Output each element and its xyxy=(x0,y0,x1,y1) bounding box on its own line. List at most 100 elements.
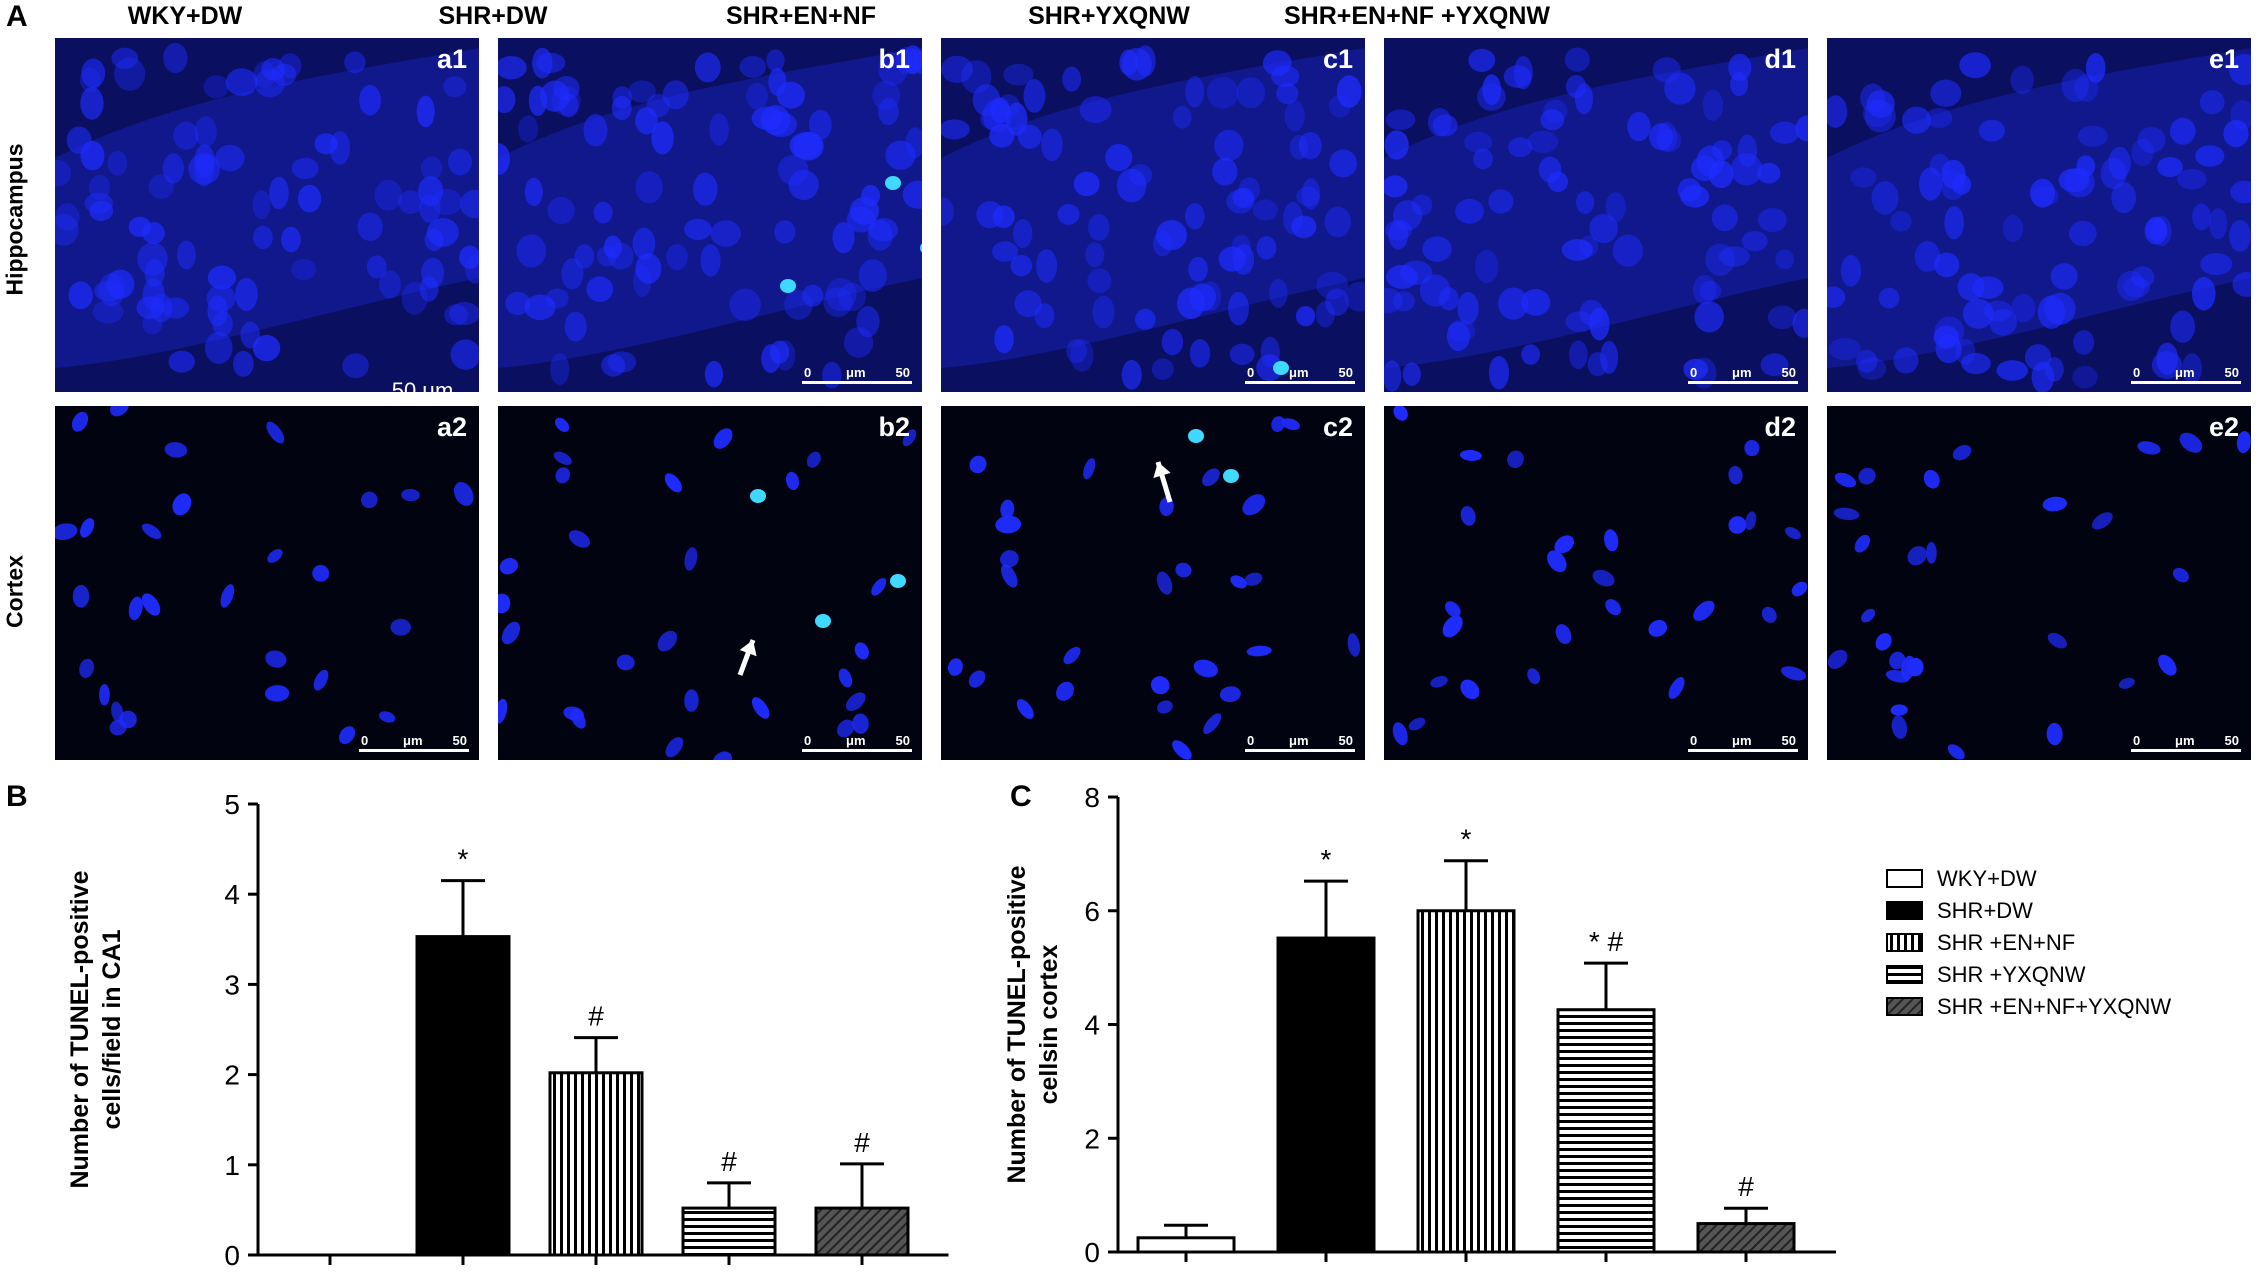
legend-label-shr-en-nf: SHR +EN+NF xyxy=(1937,930,2075,955)
arrow-icon xyxy=(1153,461,1173,503)
legend-label-shr-yxqnw: SHR +YXQNW xyxy=(1937,962,2086,987)
significance-marker: # xyxy=(1738,1171,1754,1202)
sub-label-d2: d2 xyxy=(1764,412,1796,442)
micrograph-d1-image xyxy=(1384,47,1808,392)
scale-tick-50: 50 xyxy=(895,365,910,380)
legend-label-shr-dw: SHR+DW xyxy=(1937,898,2033,923)
scale-tick-50: 50 xyxy=(452,733,467,748)
scale-tick-unit: μm xyxy=(1289,365,1309,380)
scale-tick-0: 0 xyxy=(1247,733,1255,748)
y-tick-label: 4 xyxy=(224,879,240,910)
tunel-positive-cell xyxy=(890,574,906,588)
micrograph-a1-image xyxy=(55,42,479,379)
scale-tick-0: 0 xyxy=(1247,365,1255,380)
micrograph-b2-image xyxy=(498,417,917,760)
bar xyxy=(1556,1008,1656,1254)
sub-label-d1: d1 xyxy=(1764,44,1796,74)
tunel-positive-cell xyxy=(920,243,922,253)
sub-label-b2: b2 xyxy=(878,412,910,442)
micrograph-d2: d2 0 μm 50 xyxy=(1384,406,1808,760)
scale-bar: 0 μm 50 xyxy=(359,730,469,752)
scale-bar: 0 μm 50 xyxy=(1688,730,1798,752)
tunel-positive-cell xyxy=(1223,469,1239,483)
tunel-positive-cell xyxy=(885,176,901,190)
scale-bar: 0 μm 50 xyxy=(1245,730,1355,752)
column-title-shr-yxqnw: SHR+YXQNW xyxy=(1028,2,1190,30)
micrograph-e2-image xyxy=(1827,431,2251,760)
micrograph-a2: a2 0 μm 50 xyxy=(55,406,479,760)
scale-tick-unit: μm xyxy=(1732,733,1752,748)
scale-tick-0: 0 xyxy=(361,733,369,748)
scale-tick-0: 0 xyxy=(2133,365,2141,380)
scale-tick-unit: μm xyxy=(1732,365,1752,380)
bar xyxy=(415,935,511,1257)
scale-tick-0: 0 xyxy=(804,365,812,380)
micrograph-e1-image xyxy=(1827,48,2251,392)
scale-tick-50: 50 xyxy=(2224,733,2239,748)
scale-bar: 0 μm 50 xyxy=(1688,362,1798,384)
y-tick-label: 4 xyxy=(1084,1010,1100,1041)
bar xyxy=(1696,1222,1796,1254)
bar xyxy=(1136,1236,1236,1254)
sub-label-e1: e1 xyxy=(2208,44,2239,74)
tunel-positive-cell xyxy=(1188,429,1204,443)
significance-marker: * xyxy=(1321,844,1332,875)
micrograph-a2-image xyxy=(55,406,474,745)
legend: WKY+DW SHR+DW SHR +EN+NF SHR +YXQNW SHR … xyxy=(1886,866,2171,1019)
y-tick-label: 1 xyxy=(224,1150,240,1181)
scale-tick-50: 50 xyxy=(2224,365,2239,380)
scale-bar-main-label: 50 μm xyxy=(391,378,454,392)
column-title-shr-dw: SHR+DW xyxy=(438,2,548,30)
micrograph-c1: c1 0 μm 50 xyxy=(941,38,1365,392)
scale-tick-50: 50 xyxy=(1338,365,1353,380)
bar xyxy=(681,1206,777,1257)
legend-swatch-shr-yxqnw xyxy=(1886,965,1923,984)
micrograph-d2-image xyxy=(1392,406,1808,746)
scale-tick-50: 50 xyxy=(1781,733,1796,748)
y-tick-label: 2 xyxy=(1084,1123,1100,1154)
micrograph-c1-image xyxy=(941,45,1365,390)
y-tick-label: 6 xyxy=(1084,896,1100,927)
micrograph-a1: a1 50 μm xyxy=(55,38,479,392)
significance-marker: # xyxy=(721,1146,737,1177)
sub-label-b1: b1 xyxy=(878,44,910,74)
panel-letter-c: C xyxy=(1010,780,1032,813)
scale-bar: 0 μm 50 xyxy=(1245,362,1355,384)
micrograph-c2-image xyxy=(948,416,1361,760)
sub-label-c1: c1 xyxy=(1322,44,1353,74)
legend-swatch-shr-en-nf-yxqnw xyxy=(1886,997,1923,1016)
significance-marker: * # xyxy=(1589,926,1624,957)
micrograph-b1-image xyxy=(498,45,922,389)
y-tick-label: 0 xyxy=(224,1240,240,1271)
scale-tick-50: 50 xyxy=(1781,365,1796,380)
significance-marker: # xyxy=(854,1127,870,1158)
scale-tick-0: 0 xyxy=(2133,733,2141,748)
sub-label-e2: e2 xyxy=(2208,412,2239,442)
scale-tick-0: 0 xyxy=(1690,733,1698,748)
panel-letter-a: A xyxy=(6,0,28,33)
micrograph-b1: b1 0 μm 50 xyxy=(498,38,922,392)
scale-tick-50: 50 xyxy=(1338,733,1353,748)
micrograph-d1: d1 0 μm 50 xyxy=(1384,38,1808,392)
y-axis-label: Number of TUNEL-positive cells/field in C… xyxy=(66,870,126,1188)
scale-bar-main: 50 μm xyxy=(365,378,479,392)
tunel-positive-cell xyxy=(1273,361,1289,375)
micrograph-e2: e2 0 μm 50 xyxy=(1827,406,2251,760)
column-title-wky-dw: WKY+DW xyxy=(127,2,243,30)
bar xyxy=(814,1206,910,1257)
sub-label-a2: a2 xyxy=(436,412,467,442)
chart-c: 0 2 4 6 8 Number of TUNEL-positive cellsin cor… xyxy=(1003,782,1836,1268)
column-title-shr-en-nf-yxqnw: SHR+EN+NF +YXQNW xyxy=(1283,2,1551,30)
scale-tick-unit: μm xyxy=(2175,733,2195,748)
scale-tick-unit: μm xyxy=(1289,733,1309,748)
significance-marker: * xyxy=(1461,824,1472,855)
scale-tick-0: 0 xyxy=(1690,365,1698,380)
legend-swatch-wky-dw xyxy=(1886,869,1923,888)
scale-bar: 0 μm 50 xyxy=(802,362,912,384)
significance-marker: * xyxy=(458,844,469,875)
micrograph-e1: e1 0 μm 50 xyxy=(1827,38,2251,392)
scale-tick-50: 50 xyxy=(895,733,910,748)
scale-tick-unit: μm xyxy=(403,733,423,748)
scale-tick-0: 0 xyxy=(804,733,812,748)
